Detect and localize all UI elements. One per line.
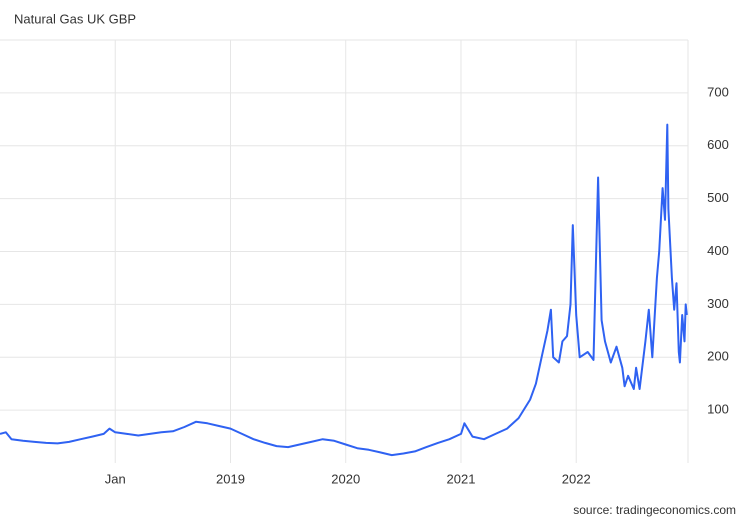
y-tick-label: 600 — [707, 137, 729, 152]
y-tick-label: 200 — [707, 349, 729, 364]
x-tick-label: 2022 — [562, 471, 591, 486]
x-tick-label: Jan — [105, 471, 126, 486]
x-tick-label: 2019 — [216, 471, 245, 486]
source-note: source: tradingeconomics.com — [573, 503, 736, 517]
y-tick-label: 400 — [707, 243, 729, 258]
chart-title: Natural Gas UK GBP — [14, 11, 136, 26]
x-tick-label: 2020 — [331, 471, 360, 486]
x-tick-label: 2021 — [447, 471, 476, 486]
y-tick-label: 100 — [707, 402, 729, 417]
y-tick-label: 300 — [707, 296, 729, 311]
y-tick-label: 500 — [707, 190, 729, 205]
price-line — [0, 123, 688, 457]
y-tick-label: 700 — [707, 84, 729, 99]
